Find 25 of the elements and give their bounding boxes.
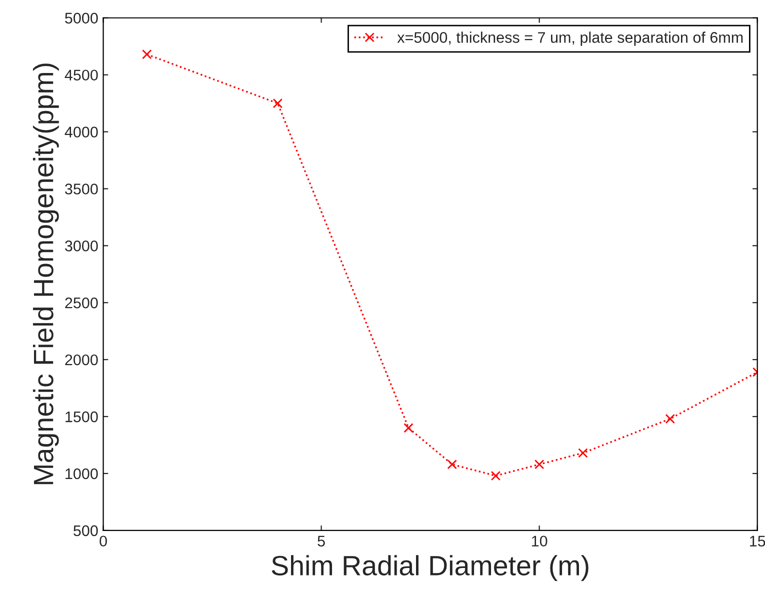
x-tick-label: 5 — [318, 536, 325, 547]
y-tick-label: 2000 — [65, 354, 98, 366]
y-axis-title: Magnetic Field Homogeneity(ppm) — [32, 64, 59, 484]
y-tick-label: 4000 — [64, 126, 98, 138]
y-tick-label: 2500 — [65, 298, 98, 308]
point — [490, 470, 501, 481]
x-axis-title: Shim Radial Diameter (m) — [272, 555, 588, 581]
y-tick-label: 4500 — [64, 70, 98, 81]
y-tick-label: 3500 — [65, 184, 98, 194]
legend-label: x=5000, thickness = 7 um, plate separation of 6mm — [397, 32, 743, 46]
point — [142, 49, 152, 60]
x-tick-label: 15 — [750, 536, 765, 547]
y-tick-label: 500 — [74, 525, 98, 536]
point — [404, 423, 414, 433]
point — [665, 414, 675, 424]
point — [447, 460, 457, 470]
y-tick-label: 3000 — [65, 240, 98, 252]
y-tick-label: 1500 — [66, 411, 98, 422]
y-tick-label: 5000 — [65, 12, 98, 24]
x-tick-label: 10 — [532, 536, 548, 547]
point — [578, 448, 588, 458]
x-tick-label: 0 — [100, 536, 107, 547]
point — [534, 460, 544, 470]
point — [272, 98, 283, 108]
y-tick-label: 1000 — [66, 468, 98, 480]
